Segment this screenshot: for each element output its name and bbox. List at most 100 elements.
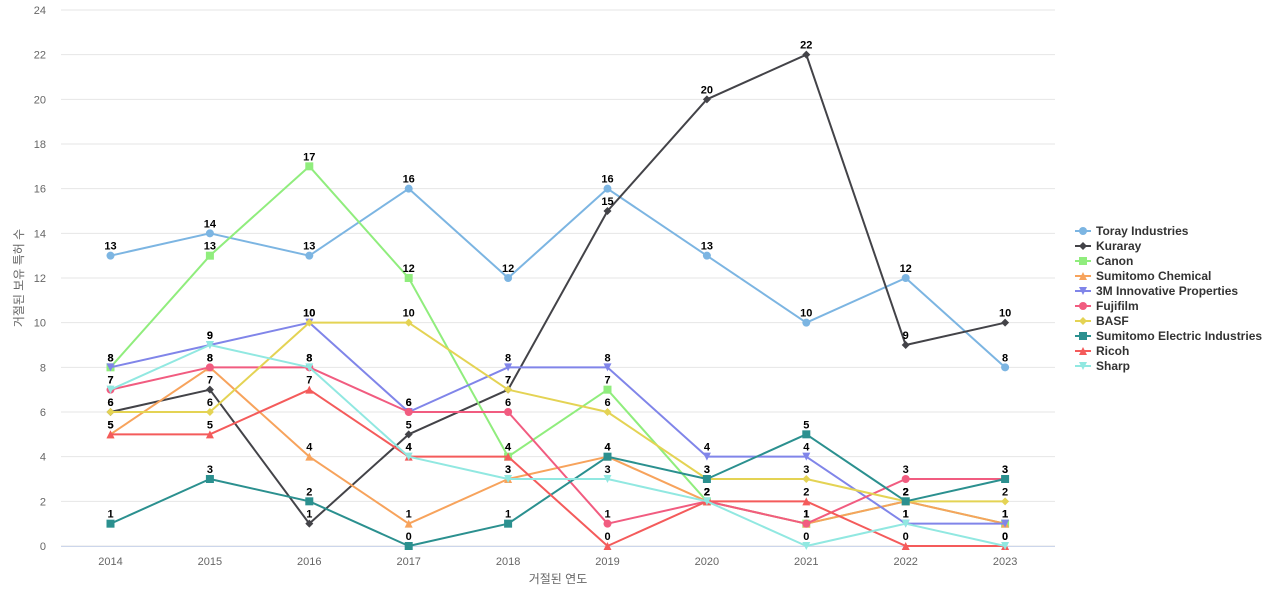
data-label-basf: 2 [1002,486,1008,498]
data-label-ricoh: 4 [406,442,413,454]
data-point-sumitomo-electric-industries [205,475,214,483]
data-label-kuraray: 5 [406,419,412,431]
data-label-fujifilm: 3 [1002,464,1008,476]
legend-label: Toray Industries [1096,224,1189,238]
series-kuraray [106,50,1010,528]
data-label-kuraray: 7 [207,375,213,387]
data-label-fujifilm: 8 [207,352,213,364]
data-label-sumitomo-chemical: 1 [803,509,809,521]
data-point-sumitomo-electric-industries [404,542,413,550]
data-point-sharp [106,385,115,394]
y-tick-label: 8 [40,362,46,374]
data-label-sumitomo-electric-industries: 3 [704,464,710,476]
data-point-sumitomo-electric-industries [603,452,612,461]
data-label-sharp: 1 [903,509,909,521]
data-point-sharp [802,542,811,550]
data-point-sharp [305,363,314,372]
legend-marker-fujifilm [1079,302,1087,310]
y-tick-label: 6 [40,407,46,419]
data-label-ricoh: 0 [1002,531,1008,543]
data-point-toray-industries [802,318,811,327]
data-label-toray-industries: 10 [800,308,812,320]
legend-item-toray-industries[interactable]: Toray Industries [1075,224,1189,238]
data-point-3m-innovative-properties [106,363,115,372]
data-point-kuraray [305,519,314,528]
data-point-ricoh [603,542,612,550]
data-label-basf: 10 [403,308,415,320]
x-axis-title: 거절된 연도 [529,572,588,586]
series-line-kuraray [109,53,1007,525]
data-point-sumitomo-chemical [404,519,413,528]
data-point-kuraray [404,430,413,439]
legend-label: Sumitomo Electric Industries [1096,329,1262,343]
series-line-canon [109,165,1007,525]
data-point-canon [305,162,314,171]
data-label-fujifilm: 2 [704,486,710,498]
data-label-fujifilm: 1 [803,509,809,521]
series-sumitomo-electric-industries [106,430,1010,550]
legend-marker-sharp [1079,362,1087,370]
legend-item-3m-innovative-properties[interactable]: 3M Innovative Properties [1075,284,1238,298]
data-point-sumitomo-electric-industries [1001,475,1010,483]
data-point-kuraray [205,385,214,394]
data-point-fujifilm [603,519,612,528]
data-point-kuraray [901,341,910,349]
legend-item-ricoh[interactable]: Ricoh [1075,344,1129,358]
data-label-sharp: 4 [406,442,413,454]
data-label-ricoh: 2 [704,486,710,498]
legend-item-sharp[interactable]: Sharp [1075,359,1130,373]
data-label-kuraray: 20 [701,84,713,96]
x-tick-label: 2016 [297,556,321,568]
legend-item-kuraray[interactable]: Kuraray [1075,239,1142,253]
data-label-canon: 13 [204,241,216,253]
data-point-3m-innovative-properties [603,363,612,372]
y-tick-label: 24 [34,5,46,17]
series-line-toray-industries [109,187,1007,369]
legend-item-fujifilm[interactable]: Fujifilm [1075,299,1139,313]
data-point-basf [404,318,413,327]
series-line-sumitomo-electric-industries [109,433,1007,547]
legend-label: Kuraray [1096,239,1142,253]
data-point-toray-industries [404,184,413,193]
legend-item-canon[interactable]: Canon [1075,254,1133,268]
legend-marker-sumitomo-chemical [1079,272,1087,280]
data-label-canon: 7 [604,375,610,387]
data-label-basf: 10 [303,308,315,320]
data-label-sumitomo-electric-industries: 5 [803,419,809,431]
y-tick-label: 22 [34,50,46,62]
data-point-toray-industries [901,274,910,282]
data-label-kuraray: 7 [505,375,511,387]
data-label-canon: 1 [803,509,809,521]
series-line-sharp [109,344,1007,547]
legend-item-sumitomo-chemical[interactable]: Sumitomo Chemical [1075,269,1211,283]
y-tick-label: 12 [34,273,46,285]
data-point-toray-industries [702,251,711,260]
legend-label: Fujifilm [1096,299,1139,313]
data-label-toray-industries: 13 [303,241,315,253]
legend-label: Sharp [1096,359,1130,373]
y-axis-title: 거절된 보유 특허 수 [12,229,26,327]
data-label-sumitomo-chemical: 4 [306,442,313,454]
data-label-toray-industries: 13 [701,241,713,253]
legend-item-sumitomo-electric-industries[interactable]: Sumitomo Electric Industries [1075,329,1262,343]
data-label-canon: 8 [107,352,113,364]
data-label-sumitomo-electric-industries: 3 [207,464,213,476]
y-tick-label: 2 [40,496,46,508]
data-label-ricoh: 0 [604,531,610,543]
legend-label: Canon [1096,254,1133,268]
data-label-sumitomo-electric-industries: 1 [505,509,511,521]
data-label-sumitomo-electric-industries: 2 [306,486,312,498]
data-label-sumitomo-chemical: 1 [1002,509,1008,521]
data-point-sumitomo-chemical [305,452,314,461]
data-point-3m-innovative-properties [504,363,513,372]
data-label-kuraray: 6 [107,397,113,409]
data-point-basf [504,385,513,394]
legend-item-basf[interactable]: BASF [1075,314,1129,328]
data-label-sharp: 0 [803,531,809,543]
data-point-basf [106,408,115,416]
data-point-fujifilm [802,519,811,528]
data-label-canon: 4 [505,442,512,454]
data-point-ricoh [901,542,910,550]
data-point-toray-industries [603,184,612,193]
